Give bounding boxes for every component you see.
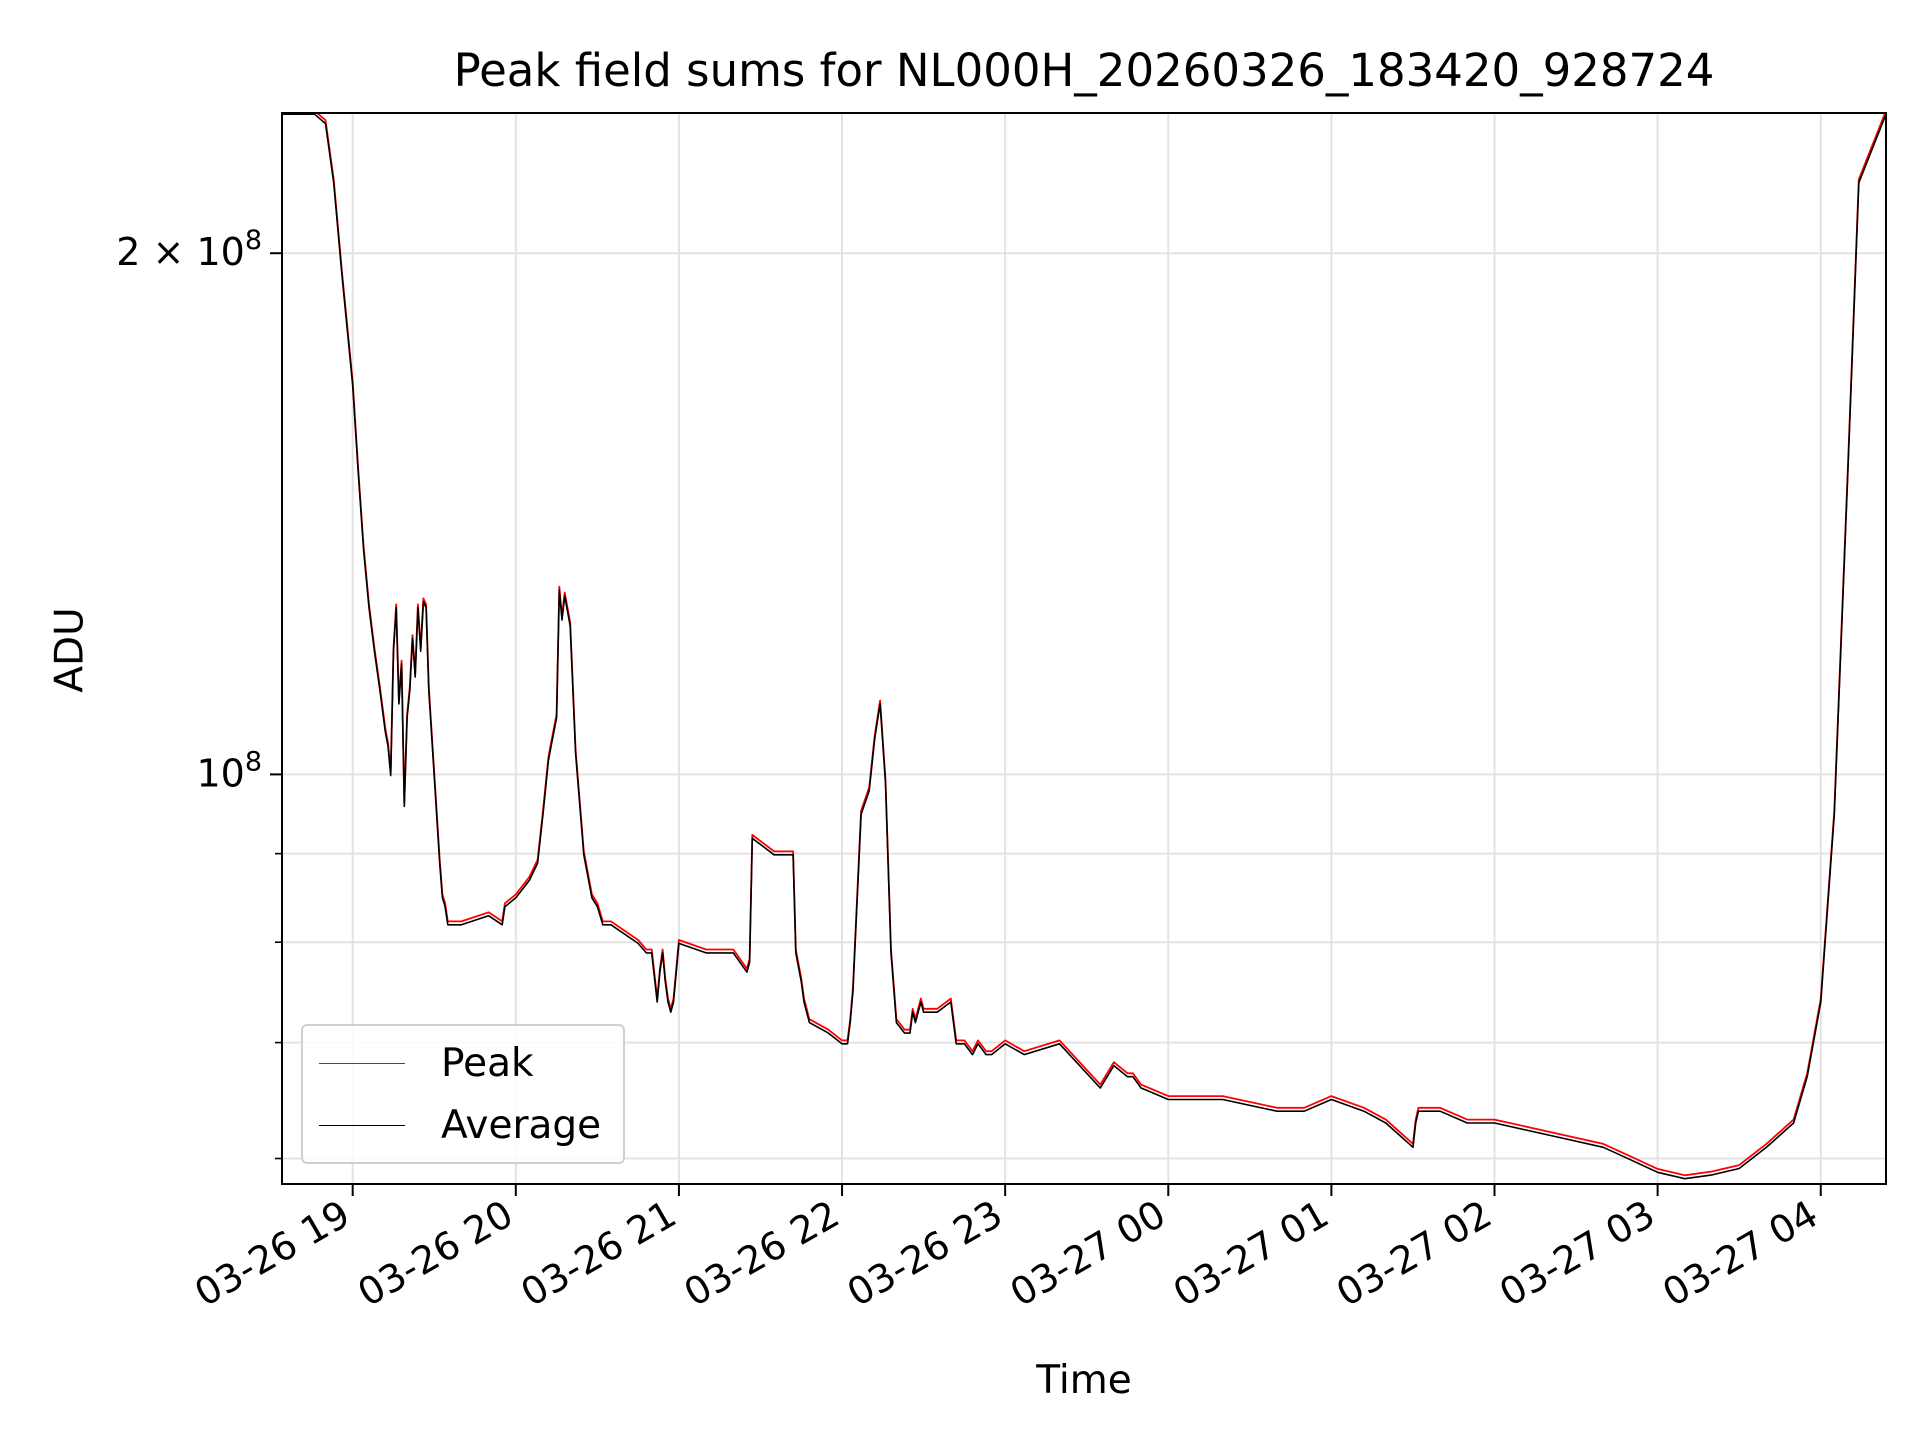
plot-frame (281, 112, 1887, 1185)
series-line-average (282, 113, 1886, 1180)
legend: Peak Average (301, 1024, 625, 1164)
legend-swatch-peak (319, 1062, 405, 1064)
x-tick-label: 03-27 04 (1655, 1192, 1825, 1316)
grid-lines (282, 113, 1886, 1184)
x-tick-label: 03-27 01 (1166, 1192, 1336, 1316)
y-tick-label: 2 × 108 (116, 225, 262, 274)
x-tick-label: 03-26 20 (350, 1192, 520, 1316)
legend-item-peak: Peak (319, 1038, 534, 1088)
x-tick-label: 03-27 03 (1492, 1192, 1662, 1316)
x-tick-label: 03-27 00 (1003, 1192, 1173, 1316)
legend-label-peak: Peak (441, 1040, 534, 1086)
y-tick-label: 108 (196, 746, 262, 795)
x-tick-label: 03-26 23 (840, 1192, 1010, 1316)
legend-item-average: Average (319, 1100, 601, 1150)
x-axis-label: Time (1036, 1358, 1132, 1403)
series-line-peak (315, 113, 1886, 1177)
legend-swatch-average (319, 1124, 405, 1126)
chart-title: Peak field sums for NL000H_20260326_1834… (453, 44, 1715, 97)
x-tick-label: 03-26 21 (513, 1192, 683, 1316)
x-tick-label: 03-27 02 (1329, 1192, 1499, 1316)
series-lines (282, 113, 1886, 1180)
legend-label-average: Average (441, 1102, 602, 1148)
x-tick-label: 03-26 22 (677, 1192, 847, 1316)
x-tick-label: 03-26 19 (187, 1192, 357, 1316)
